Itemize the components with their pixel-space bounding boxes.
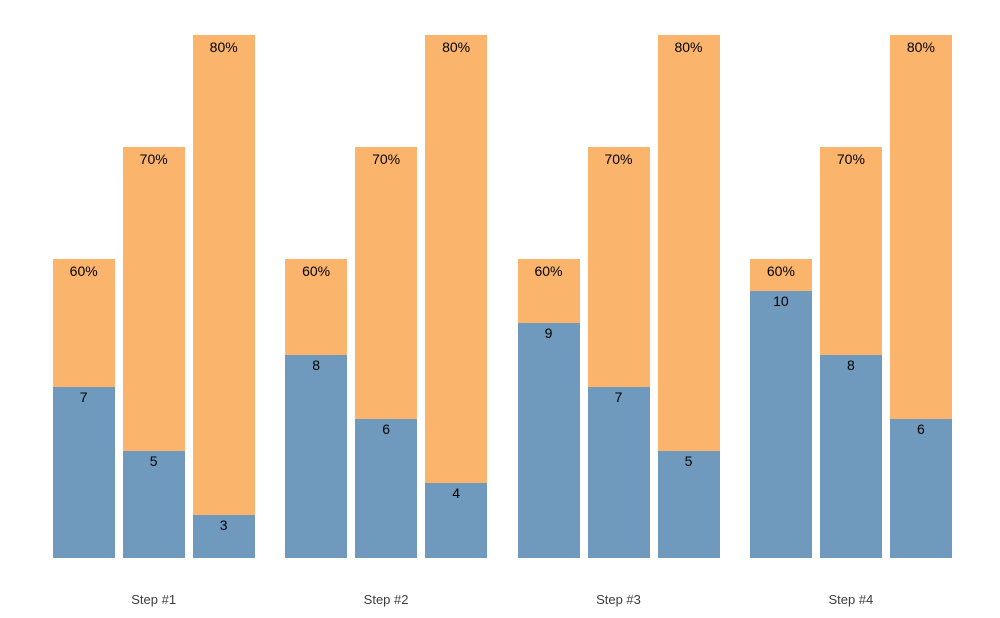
category-label: Step #1	[131, 592, 177, 607]
percentage-label: 60%	[534, 263, 563, 279]
bar-segment-cap: 80%	[425, 35, 488, 483]
bar-segment-cap: 70%	[587, 147, 650, 387]
value-label: 7	[614, 389, 623, 405]
value-label: 6	[382, 421, 390, 437]
value-label: 8	[312, 357, 320, 373]
bar-segment-cap: 80%	[192, 35, 255, 515]
category-label: Step #3	[596, 592, 641, 607]
bar-segment-cap: 60%	[285, 259, 348, 355]
value-label: 8	[846, 357, 855, 373]
value-label: 4	[452, 485, 460, 501]
percentage-label: 70%	[604, 151, 633, 167]
bar-segment-base: 8	[285, 355, 348, 558]
value-label: 5	[684, 453, 693, 469]
percentage-label: 60%	[766, 263, 795, 279]
percentage-label: 60%	[302, 263, 331, 279]
bar-segment-base: 6	[889, 419, 952, 558]
value-label: 5	[149, 453, 158, 469]
bar-segment-base: 4	[425, 483, 488, 558]
bar-segment-cap: 70%	[355, 147, 418, 419]
percentage-label: 80%	[209, 39, 238, 55]
percentage-label: 70%	[139, 151, 168, 167]
value-label: 9	[544, 325, 553, 341]
bar-segment-cap: 70%	[122, 147, 185, 451]
percentage-label: 70%	[836, 151, 865, 167]
bar-segment-base: 8	[819, 355, 882, 558]
bar-segment-cap: 80%	[889, 35, 952, 419]
bar-segment-base: 6	[355, 419, 418, 558]
percentage-label: 80%	[442, 39, 471, 55]
bar-segment-cap: 60%	[749, 259, 812, 291]
value-label: 6	[916, 421, 925, 437]
value-label: 3	[219, 517, 228, 533]
bar-segment-cap: 70%	[819, 147, 882, 355]
category-label: Step #4	[828, 592, 874, 607]
bar-segment-cap: 60%	[517, 259, 580, 323]
value-label: 7	[79, 389, 88, 405]
percentage-label: 70%	[372, 151, 401, 167]
bar-segment-base: 5	[122, 451, 185, 558]
bar-segment-cap: 80%	[657, 35, 720, 451]
bar-segment-base: 9	[517, 323, 580, 558]
category-label: Step #2	[363, 592, 409, 607]
bar-segment-base: 10	[749, 291, 812, 558]
bar-segment-base: 7	[52, 387, 115, 558]
percentage-label: 80%	[674, 39, 703, 55]
bar-segment-base: 7	[587, 387, 650, 558]
bar-segment-base: 3	[192, 515, 255, 558]
bar-segment-base: 5	[657, 451, 720, 558]
bar-segment-cap: 60%	[52, 259, 115, 387]
percentage-label: 80%	[906, 39, 935, 55]
value-label: 10	[773, 293, 789, 309]
percentage-label: 60%	[69, 263, 98, 279]
